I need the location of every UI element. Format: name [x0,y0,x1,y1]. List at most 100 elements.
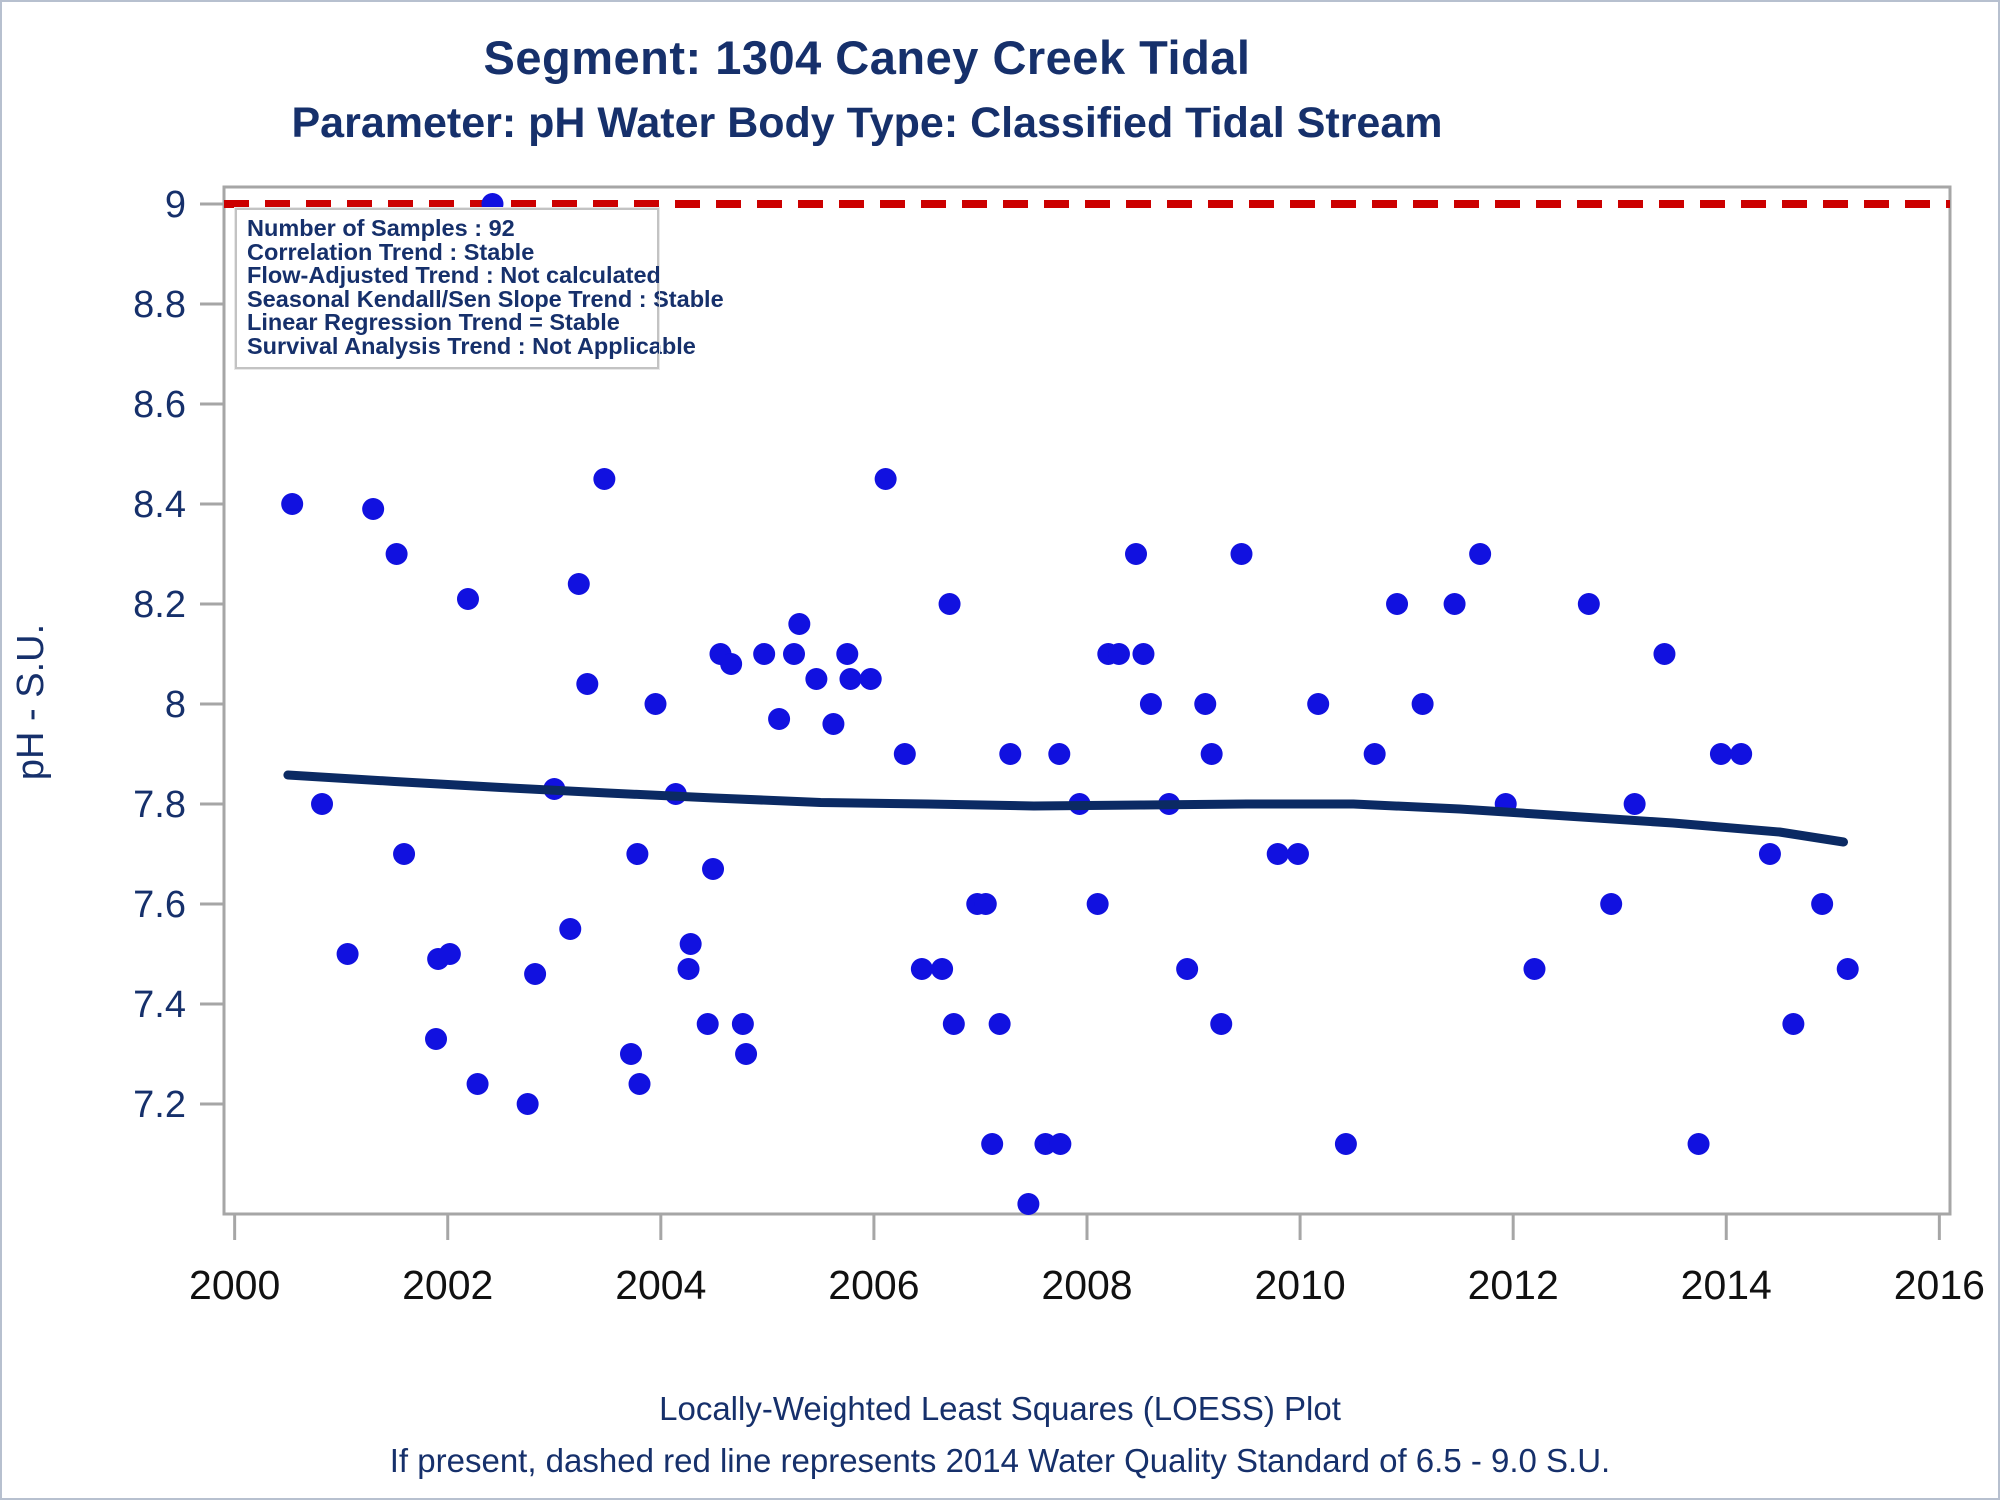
scatter-point [1836,958,1859,980]
scatter-point [1200,743,1223,765]
scatter-point [999,743,1022,765]
scatter-point [1017,1193,1040,1215]
scatter-point [1782,1013,1805,1035]
scatter-point [1286,843,1309,865]
scatter-point [788,613,811,635]
scatter-point [859,668,882,690]
stat-flow-adjusted-trend: Flow-Adjusted Trend : Not calculated [247,262,661,288]
scatter-point [720,653,743,675]
scatter-point [1709,743,1732,765]
scatter-point [425,1028,448,1050]
scatter-point [822,713,845,735]
scatter-point [768,708,791,730]
scatter-point [1132,643,1155,665]
scatter-point [1653,643,1676,665]
scatter-point [393,843,416,865]
scatter-point [805,668,828,690]
scatter-point [1307,693,1330,715]
x-axis-tick-label: 2010 [1254,1262,1345,1308]
scatter-point [735,1043,758,1065]
y-axis-tick-label: 7.2 [133,1084,186,1126]
scatter-point [1176,958,1199,980]
scatter-point [1334,1133,1357,1155]
scatter-point [516,1093,539,1115]
scatter-point [942,1013,965,1035]
x-axis-tick-label: 2014 [1681,1262,1772,1308]
scatter-point [1687,1133,1710,1155]
scatter-point [893,743,916,765]
scatter-point [1730,743,1753,765]
scatter-point [559,918,582,940]
scatter-point [1266,843,1289,865]
scatter-point [910,958,933,980]
scatter-point [731,1013,754,1035]
stat-correlation-trend: Correlation Trend : Stable [247,238,535,265]
x-axis-tick-label: 2016 [1894,1262,1985,1308]
footer-standard-note: If present, dashed red line represents 2… [389,1442,1611,1479]
scatter-point [1411,693,1434,715]
x-axis-tick-label: 2008 [1041,1262,1132,1308]
scatter-point [1194,693,1217,715]
scatter-point [628,1073,651,1095]
scatter-point [1049,1133,1072,1155]
scatter-point [619,1043,642,1065]
scatter-point [626,843,649,865]
scatter-point [1577,593,1600,615]
x-axis-tick-label: 2000 [189,1262,280,1308]
scatter-point [1125,543,1148,565]
y-axis-tick-label: 7.8 [133,784,186,826]
stat-seasonal-kendall: Seasonal Kendall/Sen Slope Trend : Stabl… [247,285,724,312]
y-axis-tick-label: 8.6 [133,384,186,426]
scatter-point [988,1013,1011,1035]
scatter-point [466,1073,489,1095]
x-axis-tick-label: 2006 [828,1262,919,1308]
scatter-point [1363,743,1386,765]
scatter-point [874,468,897,490]
scatter-point [974,893,997,915]
scatter-point [679,933,702,955]
chart-title-block: Segment: 1304 Caney Creek Tidal Paramete… [2,30,1732,148]
loess-trend-line [283,770,1848,847]
scatter-point [938,593,961,615]
scatter-point [1386,593,1409,615]
x-axis-tick-label: 2002 [402,1262,493,1308]
scatter-point [385,543,408,565]
scatter-point [839,668,862,690]
scatter-point [1230,543,1253,565]
scatter-point [1048,743,1071,765]
y-axis-tick-label: 8.2 [133,584,186,626]
scatter-point [1600,893,1623,915]
scatter-point [702,858,725,880]
scatter-point [1523,958,1546,980]
x-axis-tick-label: 2012 [1468,1262,1559,1308]
scatter-point [1443,593,1466,615]
scatter-point [438,943,461,965]
scatter-point [524,963,547,985]
scatter-point [1210,1013,1233,1035]
scatter-point [1758,843,1781,865]
scatter-point [1811,893,1834,915]
y-axis-tick-label: 7.4 [133,984,186,1026]
scatter-point [336,943,359,965]
scatter-point [836,643,859,665]
scatter-point [783,643,806,665]
y-axis-tick-label: 8.4 [133,484,186,526]
scatter-point [696,1013,719,1035]
scatter-point [1469,543,1492,565]
scatter-point [644,693,667,715]
y-axis-tick-label: 8 [165,684,186,726]
footer-notes: Locally-Weighted Least Squares (LOESS) P… [2,1390,1998,1480]
scatter-point [1107,643,1130,665]
scatter-point [576,673,599,695]
footer-loess-note: Locally-Weighted Least Squares (LOESS) P… [659,1390,1341,1427]
trend-stats-box: Number of Samples : 92 Correlation Trend… [234,207,724,370]
scatter-point [567,573,590,595]
scatter-point [362,498,385,520]
scatter-point [1623,793,1646,815]
stat-number-of-samples: Number of Samples : 92 [247,215,515,241]
scatter-point [1139,693,1162,715]
y-axis-tick-label: 7.6 [133,884,186,926]
scatter-point [753,643,776,665]
y-axis-tick-label: 8.8 [133,284,186,326]
